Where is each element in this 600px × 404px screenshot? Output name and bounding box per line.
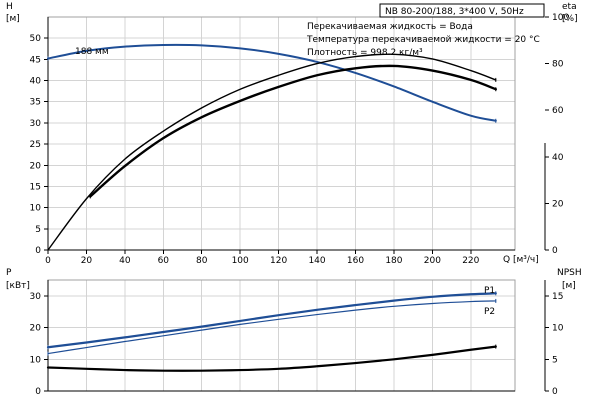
- h-axis-symbol: H: [6, 2, 13, 12]
- right-axis-tick-label: 60: [552, 106, 564, 116]
- p1-series-line: [46, 292, 497, 349]
- left-axis-tick-label: 0: [35, 246, 41, 256]
- x-axis-tick-label: 80: [196, 256, 208, 266]
- p2-series-line: [47, 300, 497, 355]
- eta-axis-symbol: eta: [562, 2, 577, 12]
- x-axis-tick-label: 40: [119, 256, 131, 266]
- left-axis-tick-label: 10: [30, 355, 42, 365]
- npsh-axis-symbol: NPSH: [557, 268, 582, 278]
- plot-frame: [47, 16, 516, 251]
- x-axis-tick-label: 220: [462, 256, 479, 266]
- 188-мм-series-line: [47, 43, 497, 122]
- left-axis-tick-label: 30: [30, 119, 42, 129]
- bottom-axis-labels: P [кВт] NPSH [м] P1 P2: [6, 268, 582, 317]
- title-box: [379, 3, 545, 18]
- left-axis-tick-label: 20: [30, 161, 42, 171]
- left-axis-tick-label: 0: [35, 387, 41, 397]
- left-axis-tick-label: 35: [30, 98, 41, 108]
- left-axis-tick-label: 40: [30, 77, 42, 87]
- h-axis-unit: [м]: [6, 14, 20, 24]
- curve-3-series-line: [89, 64, 497, 198]
- series-label-p1: P1: [484, 286, 495, 296]
- right-axis-tick-label: 0: [552, 387, 558, 397]
- info-line-density: Плотность = 998.2 кг/м³: [307, 48, 423, 58]
- npsh-axis-unit: [м]: [562, 281, 576, 291]
- bottom-panel: 0 10 20 30 0 5 10 15: [30, 279, 564, 397]
- right-axis-tick-label: 40: [552, 153, 564, 163]
- right-axis-tick-label: 20: [552, 199, 564, 209]
- right-axis-tick-label: 100: [552, 13, 569, 23]
- right-axis-tick-label: 15: [552, 292, 563, 302]
- top-axis-labels: H [м] eta [%] Q [м³/ч] 188 мм: [6, 2, 578, 265]
- x-axis-tick-label: 100: [232, 256, 249, 266]
- chart-title: NB 80-200/188, 3*400 V, 50Hz: [385, 7, 524, 17]
- series-label-188: 188 мм: [75, 47, 109, 57]
- right-axis-tick-label: 5: [552, 355, 558, 365]
- x-axis-tick-label: 120: [270, 256, 287, 266]
- p-axis-unit: [кВт]: [6, 281, 30, 291]
- left-axis-tick-label: 15: [30, 182, 41, 192]
- left-axis-tick-label: 45: [30, 55, 41, 65]
- info-line-temperature: Температура перекачиваемой жидкости = 20…: [306, 35, 540, 45]
- x-axis-tick-label: 0: [45, 256, 51, 266]
- x-axis-label: Q [м³/ч]: [503, 255, 539, 265]
- left-axis-tick-label: 20: [30, 324, 42, 334]
- left-axis-tick-label: 50: [30, 34, 42, 44]
- x-axis-tick-label: 160: [347, 256, 364, 266]
- curve-3-series-line: [46, 345, 497, 372]
- left-axis-tick-label: 30: [30, 292, 42, 302]
- right-axis-tick-label: 0: [552, 246, 558, 256]
- x-axis-tick-label: 20: [81, 256, 93, 266]
- p-axis-symbol: P: [6, 268, 12, 278]
- x-axis-tick-label: 200: [424, 256, 441, 266]
- curve-2-series-line: [47, 53, 497, 251]
- info-box: NB 80-200/188, 3*400 V, 50Hz Перекачивае…: [306, 3, 545, 58]
- x-axis-tick-label: 180: [385, 256, 402, 266]
- right-axis-tick-label: 10: [552, 324, 564, 334]
- left-axis-tick-label: 25: [30, 140, 41, 150]
- left-axis-tick-label: 5: [35, 225, 41, 235]
- left-axis-tick-label: 10: [30, 204, 42, 214]
- x-axis-tick-label: 60: [158, 256, 170, 266]
- right-axis-tick-label: 80: [552, 60, 564, 70]
- x-axis-tick-label: 140: [308, 256, 325, 266]
- info-line-fluid: Перекачиваемая жидкость = Вода: [307, 22, 473, 32]
- top-panel: 0 5 10 15 20 25 30 35 40 45 50 0 20 40 60 80 100 0 20 40 60 8…: [30, 13, 570, 266]
- series-label-p2: P2: [484, 307, 495, 317]
- eta-axis-unit: [%]: [562, 14, 578, 24]
